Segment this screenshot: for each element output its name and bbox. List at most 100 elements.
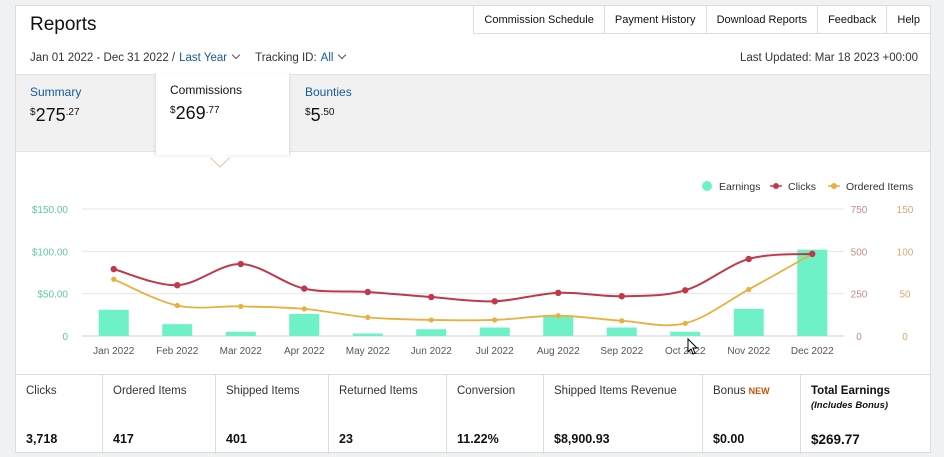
bar-earnings — [352, 333, 383, 336]
bar-earnings — [289, 313, 320, 336]
commissions-label: Commissions — [170, 83, 243, 97]
point-clicks — [618, 293, 625, 300]
bar-earnings — [98, 309, 129, 336]
summary-label: Summary — [30, 85, 82, 99]
x-tick-label: May 2022 — [346, 346, 390, 357]
point-ordered-items — [682, 320, 688, 326]
summary-amount: $275.27 — [30, 105, 80, 125]
legend-swatch-earnings — [702, 181, 712, 191]
legend-dot-ordered-items — [831, 183, 837, 189]
stat-label: Total Earnings — [811, 385, 891, 397]
stat-label: Shipped Items Revenue — [554, 385, 677, 397]
period-label: Last Year — [179, 52, 228, 64]
legend-label: Ordered Items — [846, 181, 913, 193]
stat-label: Bonus NEW — [713, 385, 770, 397]
bar-earnings — [797, 249, 828, 336]
point-clicks — [364, 288, 371, 296]
point-ordered-items — [619, 318, 625, 324]
bar-earnings — [543, 316, 574, 336]
bar-earnings — [670, 331, 701, 336]
mouse-cursor-icon — [687, 337, 699, 355]
y-tick-clicks: 0 — [856, 332, 862, 343]
tracking-id-dropdown[interactable]: All — [320, 50, 348, 64]
x-tick-label: Aug 2022 — [537, 346, 580, 357]
point-clicks — [491, 298, 498, 305]
stat-bonus: Bonus NEW $0.00 — [702, 375, 800, 454]
stat-sublabel: (Includes Bonus) — [811, 400, 889, 411]
bounties-amount: $5.50 — [305, 105, 335, 125]
metric-tabs: Summary $275.27 Commissions $269.77 Boun… — [16, 73, 930, 155]
stat-value: 401 — [226, 432, 247, 446]
bar-earnings — [479, 327, 510, 336]
point-ordered-items — [555, 313, 561, 319]
point-clicks — [682, 287, 689, 294]
legend-dot-clicks — [773, 183, 779, 189]
tracking-id-label: Tracking ID: — [255, 52, 317, 64]
stat-label: Ordered Items — [113, 385, 187, 397]
bar-earnings — [416, 329, 447, 336]
chevron-down-icon — [338, 50, 347, 60]
point-clicks — [745, 255, 752, 263]
y-tick-ordered-items: 50 — [899, 290, 911, 301]
tab-summary[interactable]: Summary $275.27 — [16, 75, 95, 153]
tab-payment-history[interactable]: Payment History — [603, 6, 706, 33]
point-ordered-items — [238, 303, 244, 309]
tab-help[interactable]: Help — [886, 6, 930, 33]
line-clicks — [113, 252, 813, 303]
y-tick-earnings: $50.00 — [37, 290, 68, 301]
stat-label: Returned Items — [339, 385, 418, 397]
x-tick-label: Jan 2022 — [93, 346, 135, 357]
chevron-down-icon — [231, 50, 241, 60]
y-tick-ordered-items: 150 — [897, 205, 914, 216]
point-ordered-items — [428, 317, 434, 323]
point-ordered-items — [111, 276, 117, 282]
x-tick-label: Dec 2022 — [791, 346, 834, 357]
stat-label: Shipped Items — [226, 385, 300, 397]
line-ordered-items — [113, 253, 813, 327]
period-dropdown[interactable]: Last Year — [179, 50, 241, 64]
point-ordered-items — [492, 317, 498, 323]
stat-clicks: Clicks 3,718 — [16, 375, 102, 454]
tab-bounties[interactable]: Bounties $5.50 — [291, 75, 366, 153]
x-tick-label: Mar 2022 — [220, 346, 263, 357]
stat-shipped-revenue: Shipped Items Revenue $8,900.93 — [543, 375, 702, 454]
x-tick-label: Apr 2022 — [284, 346, 325, 357]
tab-download-reports[interactable]: Download Reports — [705, 6, 818, 33]
tracking-id-value: All — [320, 52, 334, 64]
last-updated: Last Updated: Mar 18 2023 +00:00 — [739, 52, 918, 64]
tab-commission-schedule[interactable]: Commission Schedule — [484, 14, 594, 26]
bar-earnings — [606, 327, 637, 336]
point-clicks — [809, 250, 816, 258]
y-tick-clicks: 750 — [851, 205, 868, 216]
x-tick-label: Jul 2022 — [476, 346, 514, 357]
stat-value: 417 — [113, 432, 134, 446]
stat-ordered-items: Ordered Items 417 — [102, 375, 215, 454]
x-tick-label: Nov 2022 — [727, 346, 770, 357]
stat-value: $0.00 — [713, 432, 745, 446]
point-ordered-items — [746, 286, 752, 293]
stat-shipped-items: Shipped Items 401 — [215, 375, 328, 454]
point-ordered-items — [301, 306, 307, 312]
filter-row: Jan 01 2022 - Dec 31 2022 / Last Year Tr… — [30, 50, 348, 64]
stat-total-earnings: Total Earnings (Includes Bonus) $269.77 — [800, 375, 930, 454]
stat-value: 3,718 — [26, 432, 58, 446]
bar-earnings — [225, 331, 256, 336]
page-title: Reports — [30, 14, 97, 35]
stat-conversion: Conversion 11.22% — [446, 375, 543, 454]
point-ordered-items — [365, 314, 371, 320]
earnings-chart: $150.00 750 150$100.00 500 100$50.00 250 500 0 0… — [32, 181, 914, 357]
date-range-text: Jan 01 2022 - Dec 31 2022 / — [30, 52, 176, 64]
y-tick-ordered-items: 0 — [902, 332, 908, 343]
tab-commissions[interactable]: Commissions $269.77 — [155, 73, 290, 155]
y-tick-ordered-items: 100 — [897, 247, 914, 258]
point-clicks — [110, 265, 117, 273]
bounties-label: Bounties — [305, 85, 352, 99]
y-tick-clicks: 500 — [851, 247, 868, 258]
tab-feedback[interactable]: Feedback — [817, 6, 886, 33]
stat-label: Clicks — [26, 385, 57, 397]
y-tick-earnings: $100.00 — [32, 247, 69, 258]
top-nav: Commission Schedule Payment History Down… — [473, 6, 930, 34]
x-tick-label: Feb 2022 — [156, 346, 199, 357]
stat-returned-items: Returned Items 23 — [328, 375, 446, 454]
commissions-amount: $269.77 — [170, 103, 220, 123]
